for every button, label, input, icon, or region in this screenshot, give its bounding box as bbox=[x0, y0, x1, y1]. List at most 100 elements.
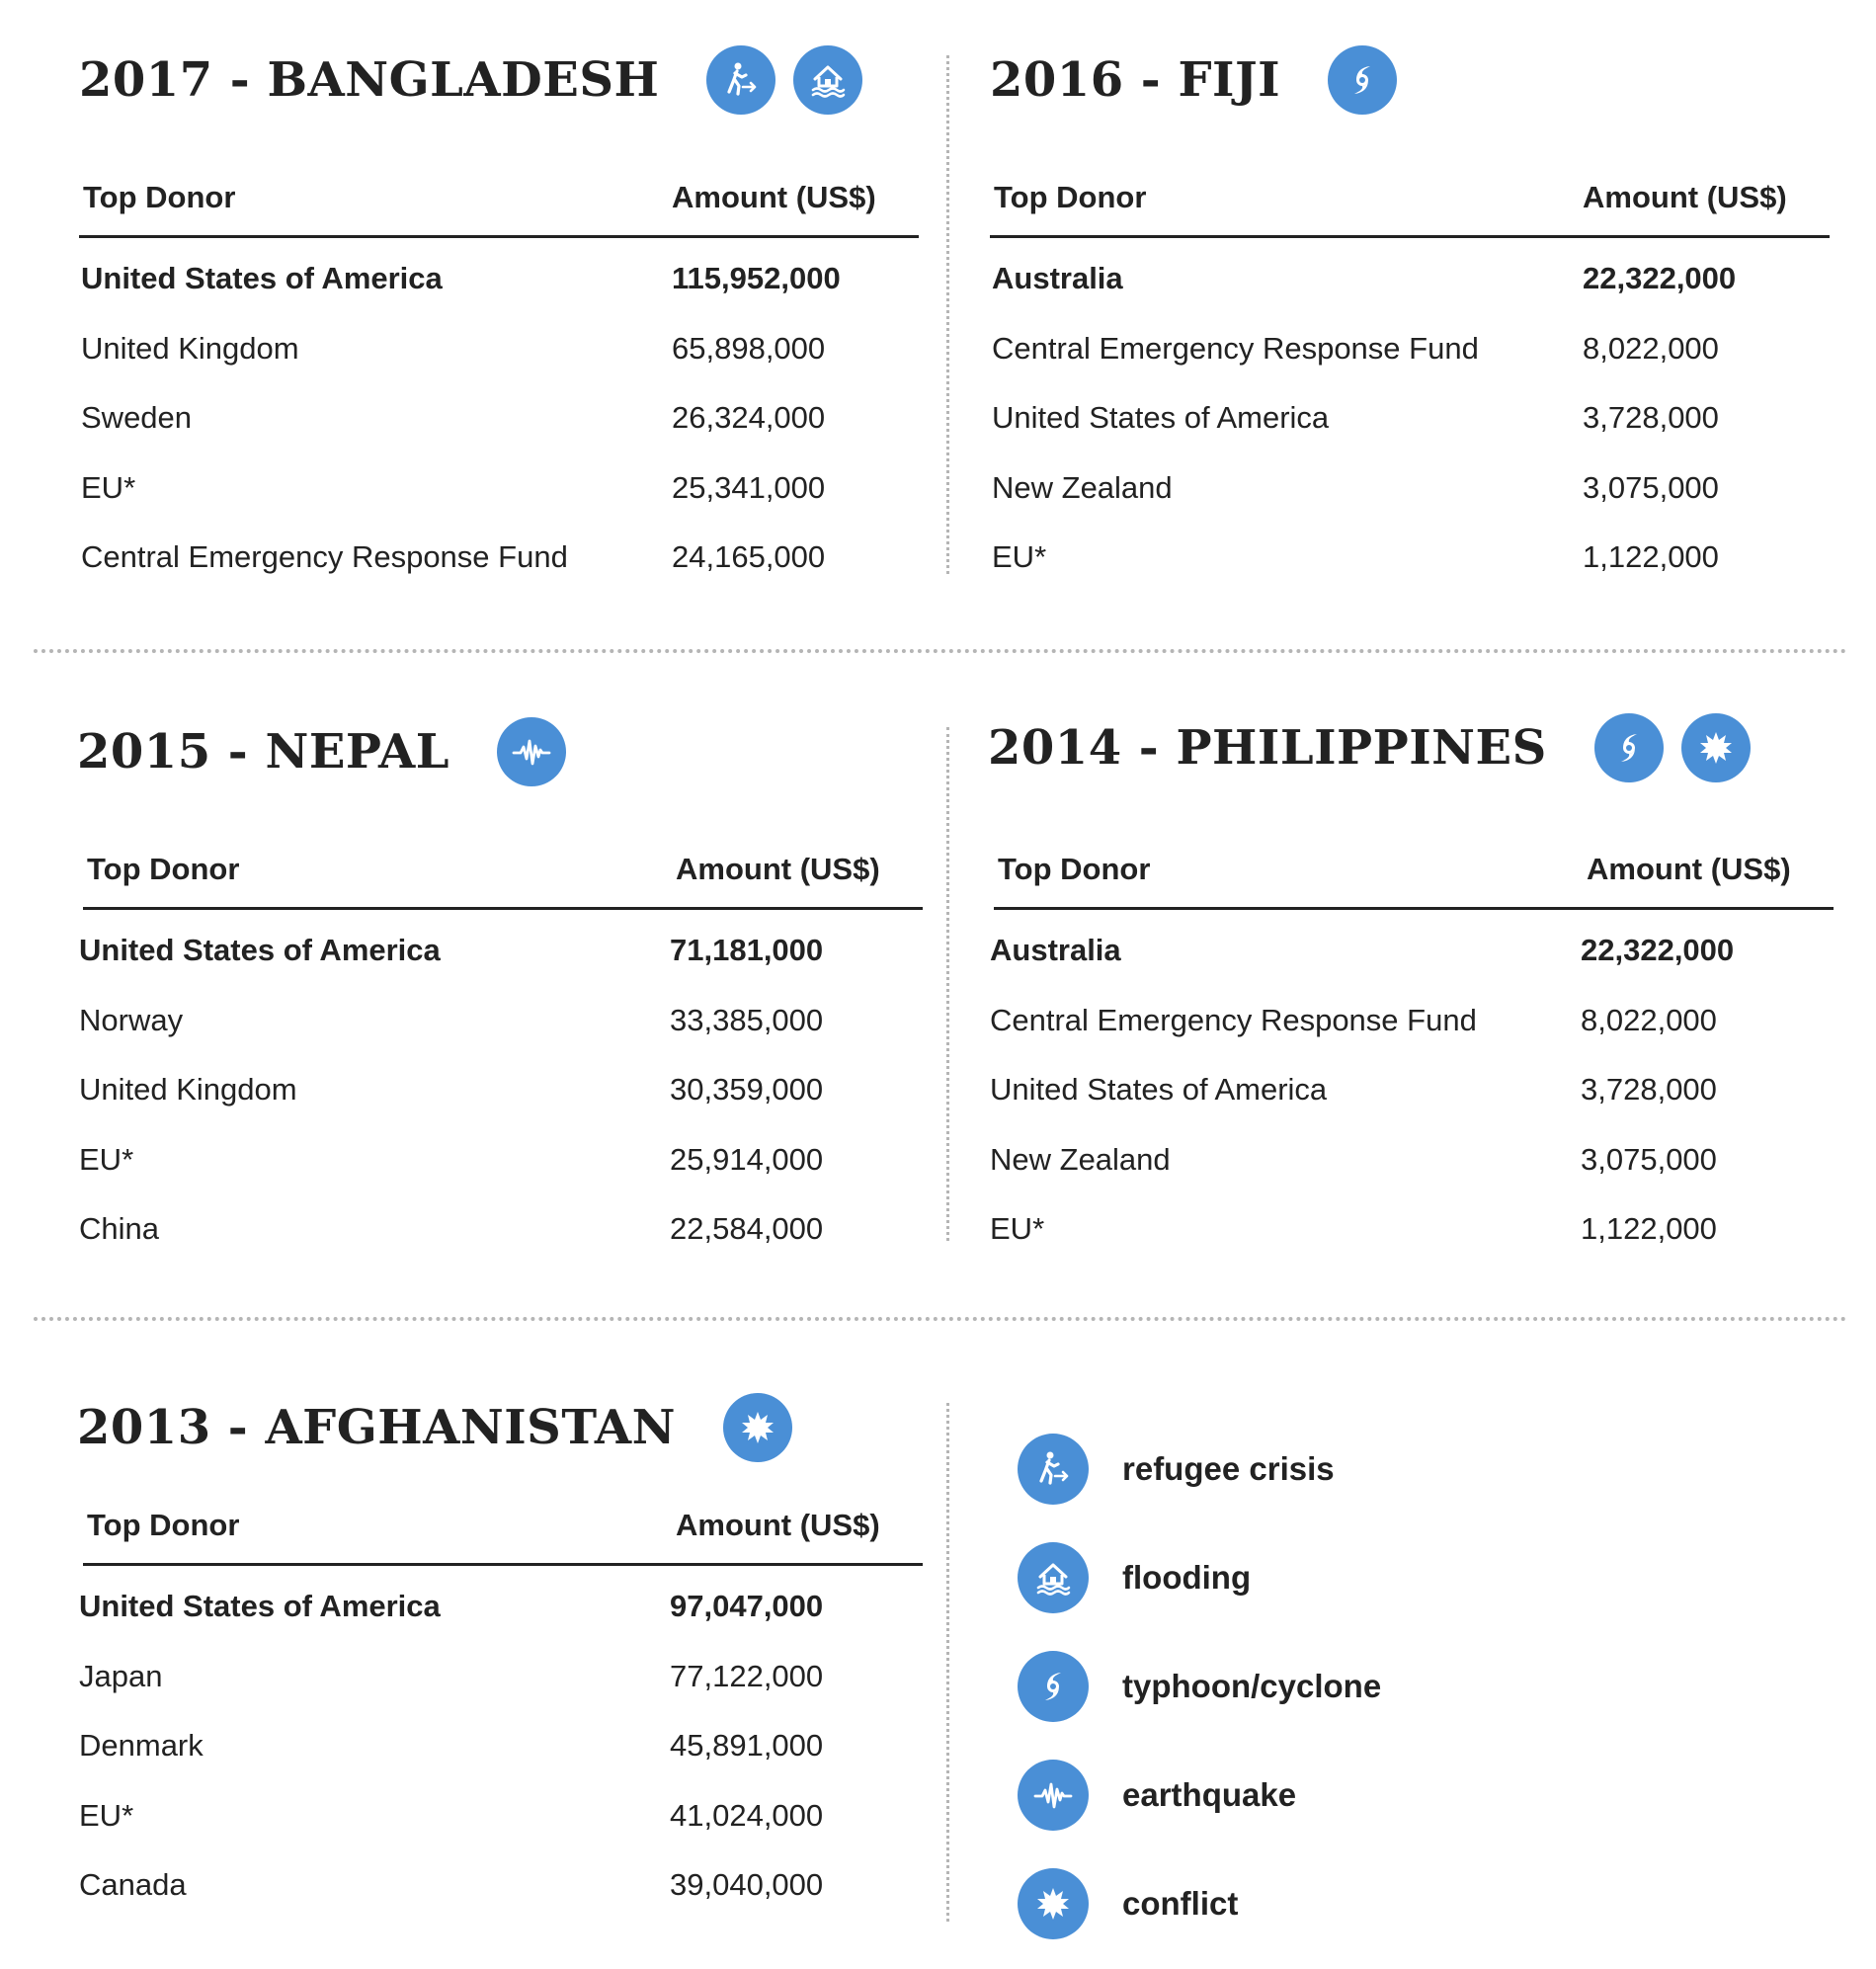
table-row: Australia 22,322,000 bbox=[988, 933, 1828, 1003]
table-row: United Kingdom 30,359,000 bbox=[77, 1072, 917, 1142]
table-header: Top Donor Amount (US$) bbox=[79, 172, 919, 238]
table-row: China 22,584,000 bbox=[77, 1211, 917, 1281]
table-row: Denmark 45,891,000 bbox=[77, 1728, 917, 1798]
legend-label: refugee crisis bbox=[1122, 1450, 1335, 1487]
donor-amount: 1,122,000 bbox=[1581, 1211, 1717, 1246]
header-top-donor: Top Donor bbox=[87, 1508, 240, 1542]
donor-amount: 97,047,000 bbox=[670, 1589, 824, 1623]
table-row: Norway 33,385,000 bbox=[77, 1003, 917, 1073]
legend-item-conflict: conflict bbox=[1018, 1849, 1381, 1958]
donor-name: United States of America bbox=[79, 1589, 441, 1623]
flooding-icon bbox=[793, 45, 863, 115]
table-row: United States of America 3,728,000 bbox=[990, 400, 1830, 470]
panel-title: 2017 - BANGLADESH bbox=[79, 52, 660, 108]
table-row: EU* 1,122,000 bbox=[988, 1211, 1828, 1281]
donor-rows: United States of America 71,181,000 Norwa… bbox=[77, 933, 917, 1281]
table-row: EU* 1,122,000 bbox=[990, 539, 1830, 610]
table-row: United States of America 3,728,000 bbox=[988, 1072, 1828, 1142]
donor-amount: 22,322,000 bbox=[1583, 261, 1737, 295]
donor-name: United Kingdom bbox=[79, 1072, 297, 1107]
conflict-icon bbox=[1680, 713, 1751, 782]
table-row: Central Emergency Response Fund 24,165,00… bbox=[79, 539, 919, 610]
donor-amount: 33,385,000 bbox=[670, 1002, 824, 1037]
legend-label: earthquake bbox=[1122, 1776, 1297, 1813]
donor-name: Central Emergency Response Fund bbox=[81, 539, 568, 574]
typhoon-cyclone-icon bbox=[1328, 45, 1398, 115]
donor-amount: 65,898,000 bbox=[672, 330, 826, 366]
legend-item-typhoon-cyclone: typhoon/cyclone bbox=[1018, 1632, 1381, 1741]
header-top-donor: Top Donor bbox=[83, 180, 236, 214]
legend-item-refugee-crisis: refugee crisis bbox=[1018, 1415, 1381, 1523]
donor-name: United States of America bbox=[81, 261, 443, 295]
header-top-donor: Top Donor bbox=[87, 852, 240, 886]
donor-name: EU* bbox=[79, 1141, 134, 1177]
donor-amount: 22,322,000 bbox=[1581, 933, 1735, 967]
donor-amount: 26,324,000 bbox=[672, 400, 826, 435]
vertical-divider-top bbox=[946, 55, 949, 574]
donor-rows: United States of America 97,047,000 Japan… bbox=[77, 1589, 917, 1937]
donor-amount: 3,728,000 bbox=[1581, 1072, 1717, 1107]
panel-title: 2013 - AFGHANISTAN bbox=[77, 1400, 677, 1455]
table-header: Top Donor Amount (US$) bbox=[994, 844, 1834, 910]
header-amount: Amount (US$) bbox=[676, 852, 880, 886]
donor-name: Norway bbox=[79, 1002, 184, 1037]
header-amount: Amount (US$) bbox=[1587, 852, 1791, 886]
donor-amount: 3,075,000 bbox=[1583, 469, 1719, 505]
table-header: Top Donor Amount (US$) bbox=[83, 1500, 923, 1566]
donor-amount: 3,728,000 bbox=[1583, 400, 1719, 435]
donor-amount: 8,022,000 bbox=[1583, 330, 1719, 366]
donor-amount: 1,122,000 bbox=[1583, 539, 1719, 574]
donor-rows: Australia 22,322,000 Central Emergency Re… bbox=[990, 261, 1830, 610]
table-header: Top Donor Amount (US$) bbox=[990, 172, 1830, 238]
donor-amount: 115,952,000 bbox=[672, 261, 841, 295]
table-row: Sweden 26,324,000 bbox=[79, 400, 919, 470]
typhoon-cyclone-icon bbox=[1018, 1651, 1089, 1722]
horizontal-divider-2 bbox=[34, 1317, 1847, 1321]
refugee-crisis-icon bbox=[706, 45, 776, 115]
donor-amount: 77,122,000 bbox=[670, 1658, 824, 1693]
donor-amount: 24,165,000 bbox=[672, 539, 826, 574]
donor-name: Central Emergency Response Fund bbox=[992, 330, 1479, 366]
header-amount: Amount (US$) bbox=[676, 1508, 880, 1542]
table-row: EU* 25,341,000 bbox=[79, 470, 919, 540]
donor-name: New Zealand bbox=[990, 1141, 1171, 1177]
donor-name: United Kingdom bbox=[81, 330, 299, 366]
table-row: EU* 25,914,000 bbox=[77, 1142, 917, 1212]
panel-title: 2014 - PHILIPPINES bbox=[988, 720, 1547, 776]
conflict-icon bbox=[1018, 1868, 1089, 1939]
donor-name: Japan bbox=[79, 1658, 163, 1693]
donor-amount: 71,181,000 bbox=[670, 933, 824, 967]
panel-title: 2015 - NEPAL bbox=[77, 724, 449, 779]
table-row: United States of America 97,047,000 bbox=[77, 1589, 917, 1659]
donor-rows: Australia 22,322,000 Central Emergency Re… bbox=[988, 933, 1828, 1281]
earthquake-icon bbox=[1018, 1760, 1089, 1831]
donor-name: New Zealand bbox=[992, 469, 1173, 505]
donor-name: EU* bbox=[79, 1797, 134, 1833]
table-row: Canada 39,040,000 bbox=[77, 1867, 917, 1937]
conflict-icon bbox=[723, 1393, 793, 1462]
donor-name: Central Emergency Response Fund bbox=[990, 1002, 1477, 1037]
typhoon-cyclone-icon bbox=[1593, 713, 1664, 782]
refugee-crisis-icon bbox=[1018, 1434, 1089, 1505]
table-header: Top Donor Amount (US$) bbox=[83, 844, 923, 910]
donor-name: Canada bbox=[79, 1867, 187, 1902]
table-row: New Zealand 3,075,000 bbox=[988, 1142, 1828, 1212]
header-amount: Amount (US$) bbox=[1583, 180, 1787, 214]
donor-amount: 22,584,000 bbox=[670, 1211, 824, 1246]
table-row: Australia 22,322,000 bbox=[990, 261, 1830, 331]
header-amount: Amount (US$) bbox=[672, 180, 876, 214]
earthquake-icon bbox=[497, 717, 566, 786]
legend-label: conflict bbox=[1122, 1885, 1239, 1922]
donor-name: United States of America bbox=[79, 933, 441, 967]
header-top-donor: Top Donor bbox=[998, 852, 1151, 886]
legend-label: typhoon/cyclone bbox=[1122, 1668, 1382, 1704]
donor-name: EU* bbox=[81, 469, 136, 505]
table-row: Japan 77,122,000 bbox=[77, 1659, 917, 1729]
donor-amount: 25,914,000 bbox=[670, 1141, 824, 1177]
table-row: Central Emergency Response Fund 8,022,000 bbox=[988, 1003, 1828, 1073]
legend-item-flooding: flooding bbox=[1018, 1523, 1381, 1632]
horizontal-divider-1 bbox=[34, 649, 1847, 653]
donor-name: Denmark bbox=[79, 1728, 204, 1763]
donor-amount: 30,359,000 bbox=[670, 1072, 824, 1107]
donor-amount: 8,022,000 bbox=[1581, 1002, 1717, 1037]
